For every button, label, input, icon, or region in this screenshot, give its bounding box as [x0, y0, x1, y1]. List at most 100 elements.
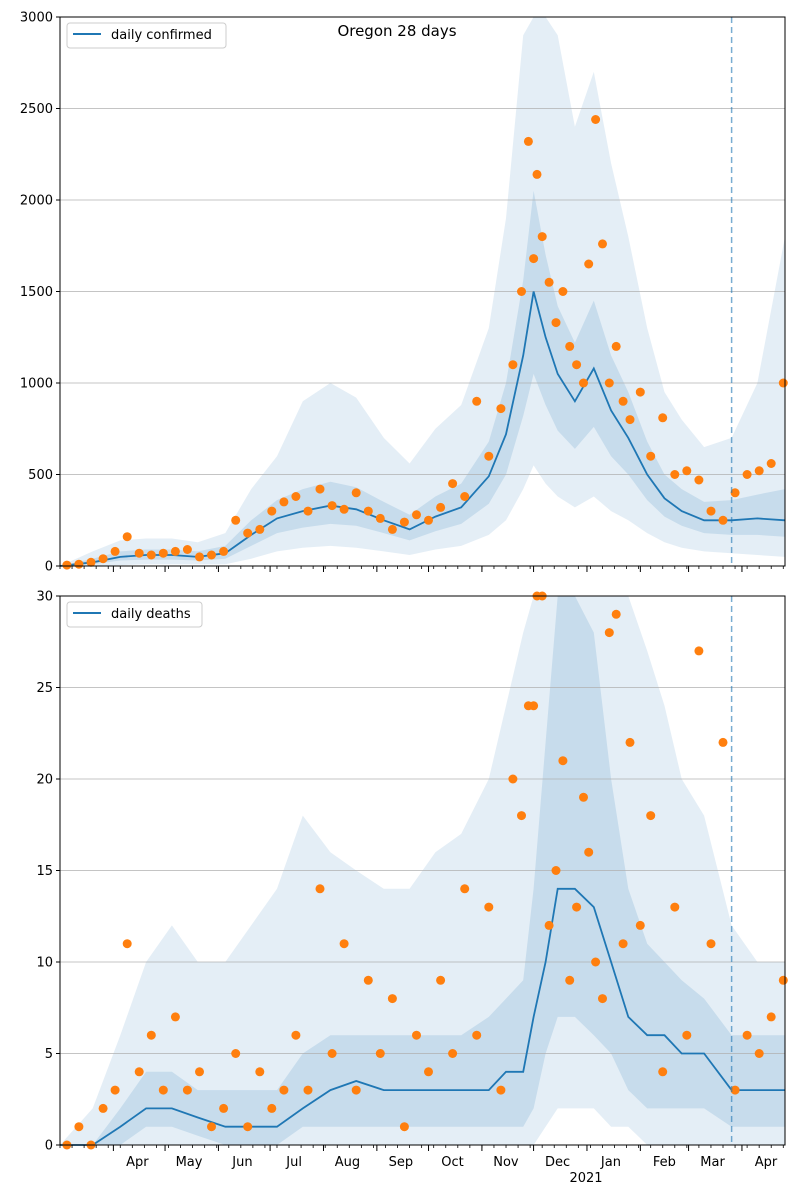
deaths-observed-point	[646, 811, 656, 821]
deaths-observed-point	[742, 1030, 752, 1040]
confirmed-observed-point	[363, 506, 373, 516]
deaths-model-line	[60, 887, 785, 1146]
deaths-y-tick-label: 5	[45, 1047, 53, 1062]
deaths-observed-point	[207, 1122, 216, 1132]
deaths-observed-point	[424, 1067, 433, 1077]
deaths-observed-point	[598, 994, 607, 1004]
confirmed-observed-point	[537, 232, 547, 242]
deaths-observed-point	[387, 994, 397, 1004]
deaths-y-tick-label: 10	[36, 956, 53, 971]
confirmed-y-tick-label: 1500	[20, 285, 53, 300]
deaths-observed-point	[182, 1085, 192, 1095]
deaths-observed-point	[584, 847, 594, 857]
deaths-observed-point	[327, 1049, 337, 1058]
confirmed-observed-point	[98, 554, 108, 564]
deaths-x-month-label: Jun	[231, 1155, 252, 1170]
confirmed-observed-point	[146, 550, 156, 560]
confirmed-observed-point	[339, 504, 349, 514]
confirmed-observed-point	[158, 548, 168, 558]
confirmed-observed-point	[604, 378, 614, 388]
deaths-y-tick-label: 25	[36, 681, 53, 696]
deaths-band-inner	[60, 596, 785, 1145]
confirmed-observed-point	[670, 470, 680, 479]
deaths-observed-point	[706, 939, 716, 949]
deaths-gridlines	[60, 687, 785, 1054]
deaths-y-axis: 0 5 10 15 20 25 30	[36, 590, 60, 1154]
deaths-observed-point	[375, 1049, 385, 1058]
deaths-observed-point	[611, 609, 621, 619]
deaths-observed-point	[496, 1085, 506, 1095]
deaths-x-month-label: Nov	[493, 1155, 519, 1170]
deaths-observed-point	[267, 1103, 277, 1113]
x-axis-year-label: 2021	[569, 1171, 602, 1186]
confirmed-observed-point	[754, 466, 764, 476]
deaths-observed-point	[778, 975, 788, 985]
confirmed-y-tick-label: 2000	[20, 194, 53, 209]
deaths-observed-point	[303, 1085, 313, 1095]
confirmed-observed-point	[579, 378, 588, 388]
deaths-observed-point	[255, 1067, 265, 1077]
deaths-y-tick-label: 30	[36, 590, 53, 605]
confirmed-observed-point	[778, 378, 788, 388]
deaths-observed-point	[74, 1122, 84, 1132]
deaths-observed-point	[730, 1085, 740, 1095]
confirmed-observed-point	[62, 560, 72, 570]
deaths-observed-point	[558, 756, 568, 766]
deaths-observed-point	[98, 1103, 108, 1113]
deaths-y-tick-label: 20	[36, 773, 53, 788]
confirmed-observed-point	[134, 548, 144, 558]
confirmed-observed-point	[544, 277, 554, 287]
deaths-observed-point	[508, 774, 518, 784]
confirmed-observed-point	[460, 492, 470, 501]
confirmed-observed-point	[448, 479, 458, 489]
confirmed-observed-point	[219, 546, 229, 556]
deaths-legend-box	[66, 601, 203, 628]
confirmed-observed-point	[706, 506, 716, 516]
confirmed-observed-point	[598, 239, 607, 249]
confirmed-legend-label: daily confirmed	[111, 28, 212, 43]
confirmed-observed-point	[496, 404, 506, 414]
confirmed-y-axis: 0 500 1000 1500 2000 2500 3000	[20, 11, 60, 575]
deaths-observed-point	[231, 1049, 241, 1058]
deaths-x-month-label: Dec	[545, 1155, 570, 1170]
confirmed-legend: daily confirmed	[66, 22, 227, 49]
deaths-observed-point	[618, 939, 628, 949]
deaths-observed-point	[158, 1085, 168, 1095]
deaths-observed-point	[572, 902, 582, 912]
confirmed-observed-point	[646, 451, 656, 461]
confirmed-observed-point	[484, 451, 494, 461]
deaths-observed-point	[484, 902, 494, 912]
deaths-observed-point	[604, 628, 614, 638]
deaths-x-month-label: Jan	[600, 1155, 621, 1170]
deaths-observed-point	[219, 1103, 229, 1113]
confirmed-y-tick-label: 2500	[20, 102, 53, 117]
confirmed-x-ticks	[59, 566, 784, 572]
confirmed-observed-point	[472, 396, 482, 406]
deaths-y-tick-label: 15	[36, 864, 53, 879]
confirmed-observed-point	[387, 524, 397, 534]
deaths-observed-point	[625, 737, 635, 747]
deaths-observed-point	[448, 1049, 458, 1058]
confirmed-observed-point	[611, 341, 621, 351]
confirmed-interval-bands	[60, 17, 785, 567]
deaths-observed-point	[122, 939, 132, 949]
confirmed-observed-point	[195, 552, 204, 562]
confirmed-observed-point	[351, 488, 361, 498]
deaths-observed-point	[351, 1085, 361, 1095]
deaths-observed-point	[766, 1012, 776, 1022]
deaths-observed-point	[146, 1030, 156, 1040]
deaths-panel: 0 5 10 15 20 25 30 Apr May Jun Jul Aug Sep Oct Nov Dec…	[36, 590, 788, 1186]
deaths-observed-point	[243, 1122, 253, 1132]
deaths-x-axis: Apr May Jun Jul Aug Sep Oct Nov Dec Jan Feb Mar Apr	[59, 1145, 784, 1170]
confirmed-observed-point	[618, 396, 628, 406]
deaths-observed-point	[517, 811, 526, 821]
deaths-observed-points	[62, 591, 788, 1150]
confirmed-band-inner	[60, 190, 785, 567]
confirmed-observed-point	[584, 259, 594, 269]
deaths-observed-point	[170, 1012, 180, 1022]
confirmed-observed-point	[424, 515, 433, 525]
deaths-observed-point	[195, 1067, 204, 1077]
deaths-observed-point	[754, 1049, 764, 1058]
confirmed-observed-point	[591, 115, 601, 124]
